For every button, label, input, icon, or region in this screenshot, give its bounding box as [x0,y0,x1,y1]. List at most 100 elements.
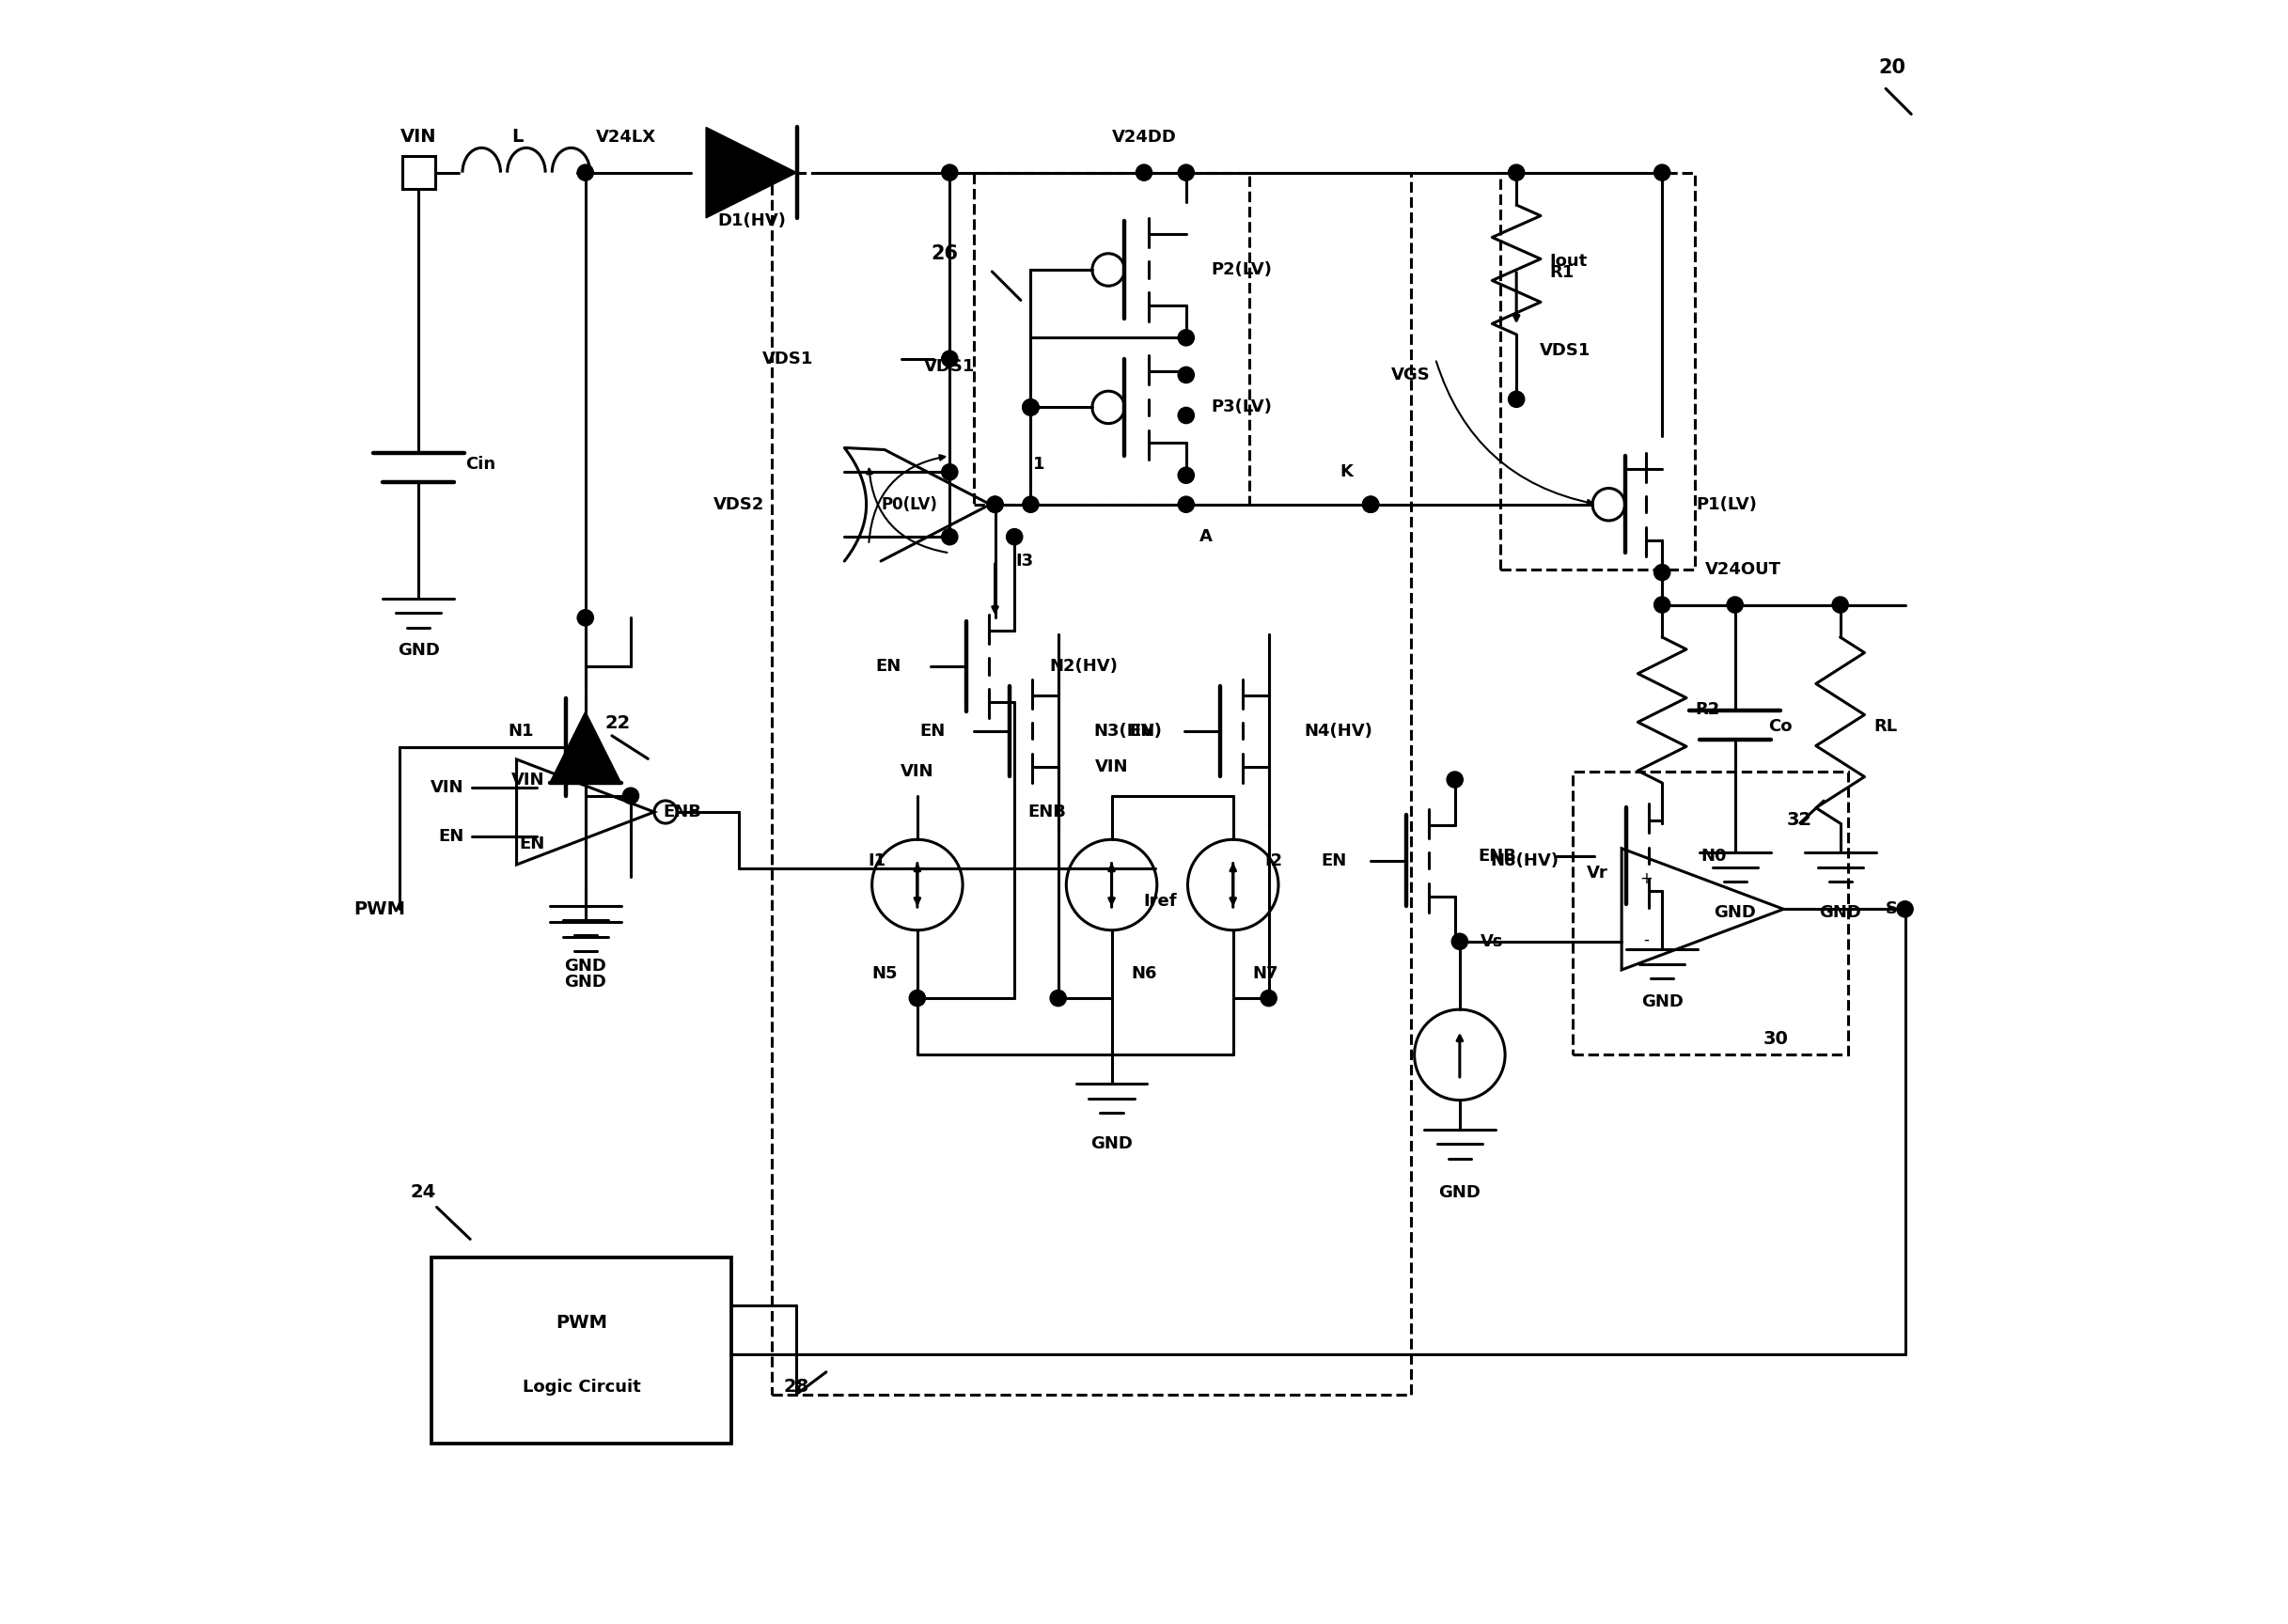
Circle shape [986,497,1002,513]
Circle shape [1023,400,1039,416]
Circle shape [1897,901,1913,918]
Circle shape [1050,991,1066,1007]
Circle shape [1178,468,1194,484]
Circle shape [1364,497,1380,513]
Bar [771,172,1412,1395]
Text: Logic Circuit: Logic Circuit [522,1379,641,1397]
Text: 1: 1 [1032,455,1046,473]
Text: N0: N0 [1700,848,1727,864]
Circle shape [622,788,638,804]
Text: N4(HV): N4(HV) [1304,723,1373,739]
Text: GND: GND [565,957,606,974]
Text: 22: 22 [604,715,631,732]
Circle shape [908,991,924,1007]
Text: 26: 26 [931,244,959,263]
Text: ENB: ENB [1027,804,1066,820]
Circle shape [1451,934,1469,950]
Text: I2: I2 [1265,853,1284,869]
Circle shape [1508,391,1524,408]
Polygon shape [549,711,620,783]
Text: PWM: PWM [355,900,405,918]
Circle shape [1178,367,1194,383]
Text: VDS2: VDS2 [714,495,764,513]
Text: EN: EN [439,828,464,844]
Text: EN: EN [1320,853,1345,869]
Text: EN: EN [876,658,901,674]
Text: VDS1: VDS1 [924,359,975,375]
Text: GND: GND [1640,992,1684,1010]
Text: 32: 32 [1787,810,1812,828]
Bar [1574,771,1849,1056]
Text: N3(HV): N3(HV) [1094,723,1162,739]
Text: RL: RL [1874,718,1897,734]
Text: VGS: VGS [1391,367,1430,383]
Text: N8(HV): N8(HV) [1489,853,1558,869]
Circle shape [1261,991,1277,1007]
Circle shape [1508,164,1524,180]
Bar [1501,172,1695,568]
Text: P0(LV): P0(LV) [881,495,938,513]
Text: GND: GND [398,641,439,659]
Text: 20: 20 [1878,58,1906,76]
Text: R2: R2 [1695,702,1721,718]
Text: 28: 28 [782,1377,808,1395]
Circle shape [1178,330,1194,346]
Text: P1(LV): P1(LV) [1695,495,1757,513]
Text: Sc: Sc [1885,901,1908,918]
Circle shape [1023,400,1039,416]
Circle shape [986,497,1002,513]
Text: Vr: Vr [1586,866,1608,882]
Text: ENB: ENB [664,804,702,820]
Bar [432,1257,732,1444]
Text: GND: GND [565,973,606,991]
Text: N2(HV): N2(HV) [1050,658,1119,674]
Text: VIN: VIN [901,763,934,780]
Text: V24OUT: V24OUT [1705,560,1780,578]
Circle shape [1023,400,1039,416]
Circle shape [1178,497,1194,513]
Text: GND: GND [1714,905,1757,921]
Text: 24: 24 [410,1184,437,1202]
Text: D1(HV): D1(HV) [718,213,787,229]
Text: I3: I3 [1016,552,1034,570]
Text: Vs: Vs [1480,934,1503,950]
Text: N1: N1 [508,723,533,739]
Circle shape [1654,564,1670,580]
Text: V24DD: V24DD [1112,128,1176,146]
Circle shape [1178,164,1194,180]
Circle shape [577,164,593,180]
Polygon shape [707,127,796,218]
Text: I1: I1 [867,853,885,869]
Text: VDS1: VDS1 [762,351,812,367]
Text: P3(LV): P3(LV) [1210,400,1272,416]
Bar [403,156,435,188]
Circle shape [1833,596,1849,612]
Text: VIN: VIN [400,128,437,146]
Circle shape [943,529,959,546]
Circle shape [1023,497,1039,513]
Text: A: A [1199,528,1213,546]
Text: L: L [513,128,524,146]
Text: Iout: Iout [1549,253,1588,270]
Text: N6: N6 [1130,965,1158,983]
Text: P2(LV): P2(LV) [1210,261,1272,278]
Text: VIN: VIN [513,771,545,788]
Text: ENB: ENB [1478,848,1517,864]
Circle shape [1135,164,1153,180]
Text: GND: GND [1091,1135,1133,1153]
Circle shape [943,164,959,180]
Circle shape [1654,164,1670,180]
Circle shape [943,351,959,367]
Circle shape [1654,596,1670,612]
Text: GND: GND [1819,905,1862,921]
Bar [975,172,1249,505]
Text: VIN: VIN [430,780,464,796]
Text: GND: GND [1439,1184,1480,1200]
Circle shape [943,464,959,481]
Text: VDS1: VDS1 [1540,343,1590,359]
Text: EN: EN [519,836,545,853]
Text: VIN: VIN [1096,758,1128,775]
Text: Cin: Cin [464,455,494,473]
Circle shape [1446,771,1462,788]
Text: PWM: PWM [556,1314,606,1332]
